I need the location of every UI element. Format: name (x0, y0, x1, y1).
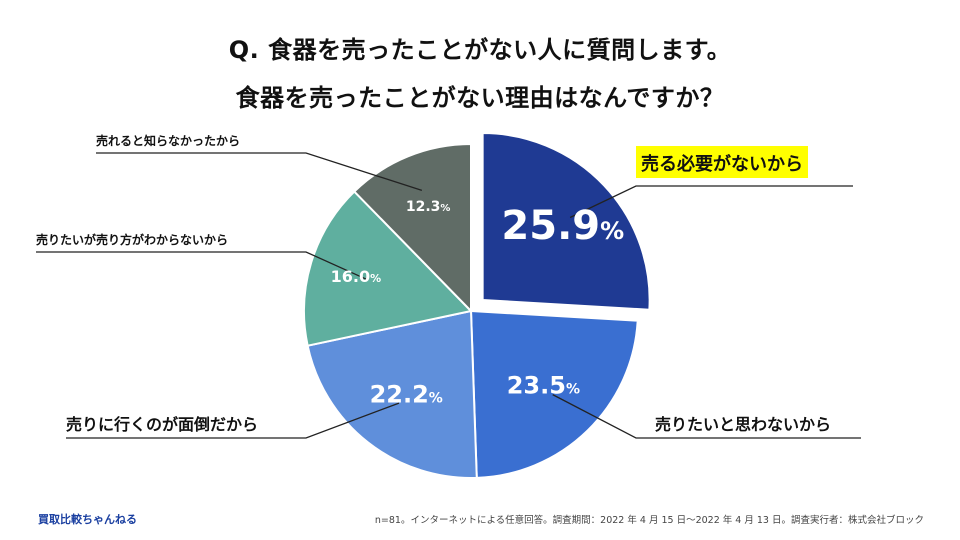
slice-value-unit: % (370, 272, 381, 285)
slice-value-number: 22.2 (370, 381, 429, 409)
leader-line-2 (552, 394, 861, 439)
slice-value-4: 16.0% (331, 267, 382, 286)
slice-value-3: 22.2% (370, 381, 443, 409)
slice-value-number: 16.0 (331, 267, 370, 286)
slice-value-unit: % (429, 391, 443, 407)
chart-title-line-2: 食器を売ったことがない理由はなんですか？ (235, 84, 725, 112)
pie-slice-2 (469, 309, 639, 479)
pie-slice-4 (303, 190, 473, 347)
slice-value-5: 12.3% (406, 199, 451, 215)
slice-label-3: 売りに行くのが面倒だから (66, 415, 258, 434)
slice-value-1: 25.9% (501, 203, 624, 249)
slice-label-4: 売りたいが売り方がわからないから (36, 232, 228, 247)
slice-value-2: 23.5% (507, 372, 580, 400)
leader-line-5 (96, 152, 423, 191)
pie-slice-5 (352, 142, 472, 314)
slice-value-number: 23.5 (507, 372, 566, 400)
pie-slice-1 (481, 132, 651, 311)
slice-label-2: 売りたいと思わないから (655, 415, 831, 434)
pie-slice-3 (306, 309, 478, 479)
survey-note: n=81。インターネットによる任意回答。調査期間：2022 年 4 月 15 日… (374, 515, 924, 526)
slice-label-1: 売る必要がないから (641, 153, 803, 175)
slice-value-number: 12.3 (406, 199, 441, 215)
slice-value-unit: % (600, 217, 624, 245)
chart-title-line-1: Q. 食器を売ったことがない人に質問します。 (228, 36, 732, 64)
slice-value-number: 25.9 (501, 203, 600, 249)
brand-label: 買取比較ちゃんねる (38, 513, 137, 526)
leader-line-1 (569, 185, 853, 219)
leader-line-3 (66, 402, 400, 439)
slice-value-unit: % (440, 203, 450, 214)
label-highlight (636, 146, 808, 178)
slice-label-5: 売れると知らなかったから (96, 133, 240, 148)
leader-line-4 (36, 251, 368, 281)
slice-value-unit: % (566, 382, 580, 398)
